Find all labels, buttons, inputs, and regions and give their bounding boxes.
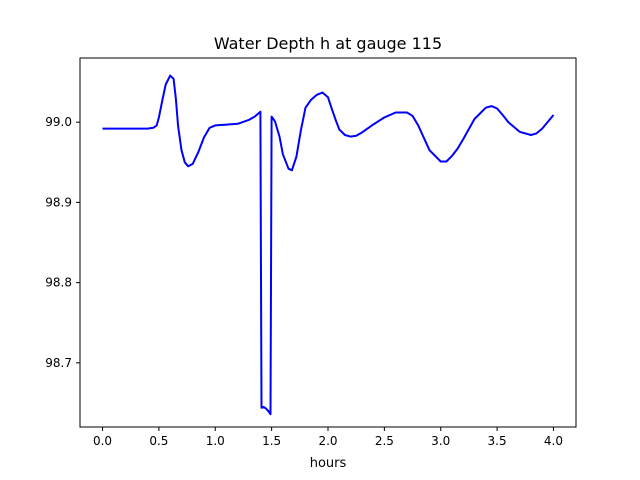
x-tick-label: 0.5	[149, 434, 168, 448]
y-tick-label: 99.0	[45, 115, 72, 129]
x-tick-label: 2.5	[375, 434, 394, 448]
y-axis: 98.7 98.8 98.9 99.0	[45, 115, 80, 370]
x-tick-label: 4.0	[544, 434, 563, 448]
y-tick-label: 98.9	[45, 195, 72, 209]
y-tick-label: 98.7	[45, 356, 72, 370]
chart-title: Water Depth h at gauge 115	[214, 34, 442, 53]
x-tick-label: 1.5	[262, 434, 281, 448]
x-tick-label: 0.0	[93, 434, 112, 448]
x-axis-label: hours	[310, 456, 347, 471]
x-tick-label: 3.5	[488, 434, 507, 448]
series-line	[102, 74, 555, 416]
y-tick-label: 98.8	[45, 276, 72, 290]
x-tick-label: 3.0	[431, 434, 450, 448]
x-tick-label: 1.0	[206, 434, 225, 448]
x-tick-label: 2.0	[318, 434, 337, 448]
x-axis: 0.0 0.5 1.0 1.5 2.0 2.5 3.0 3.5 4.0	[93, 427, 563, 448]
